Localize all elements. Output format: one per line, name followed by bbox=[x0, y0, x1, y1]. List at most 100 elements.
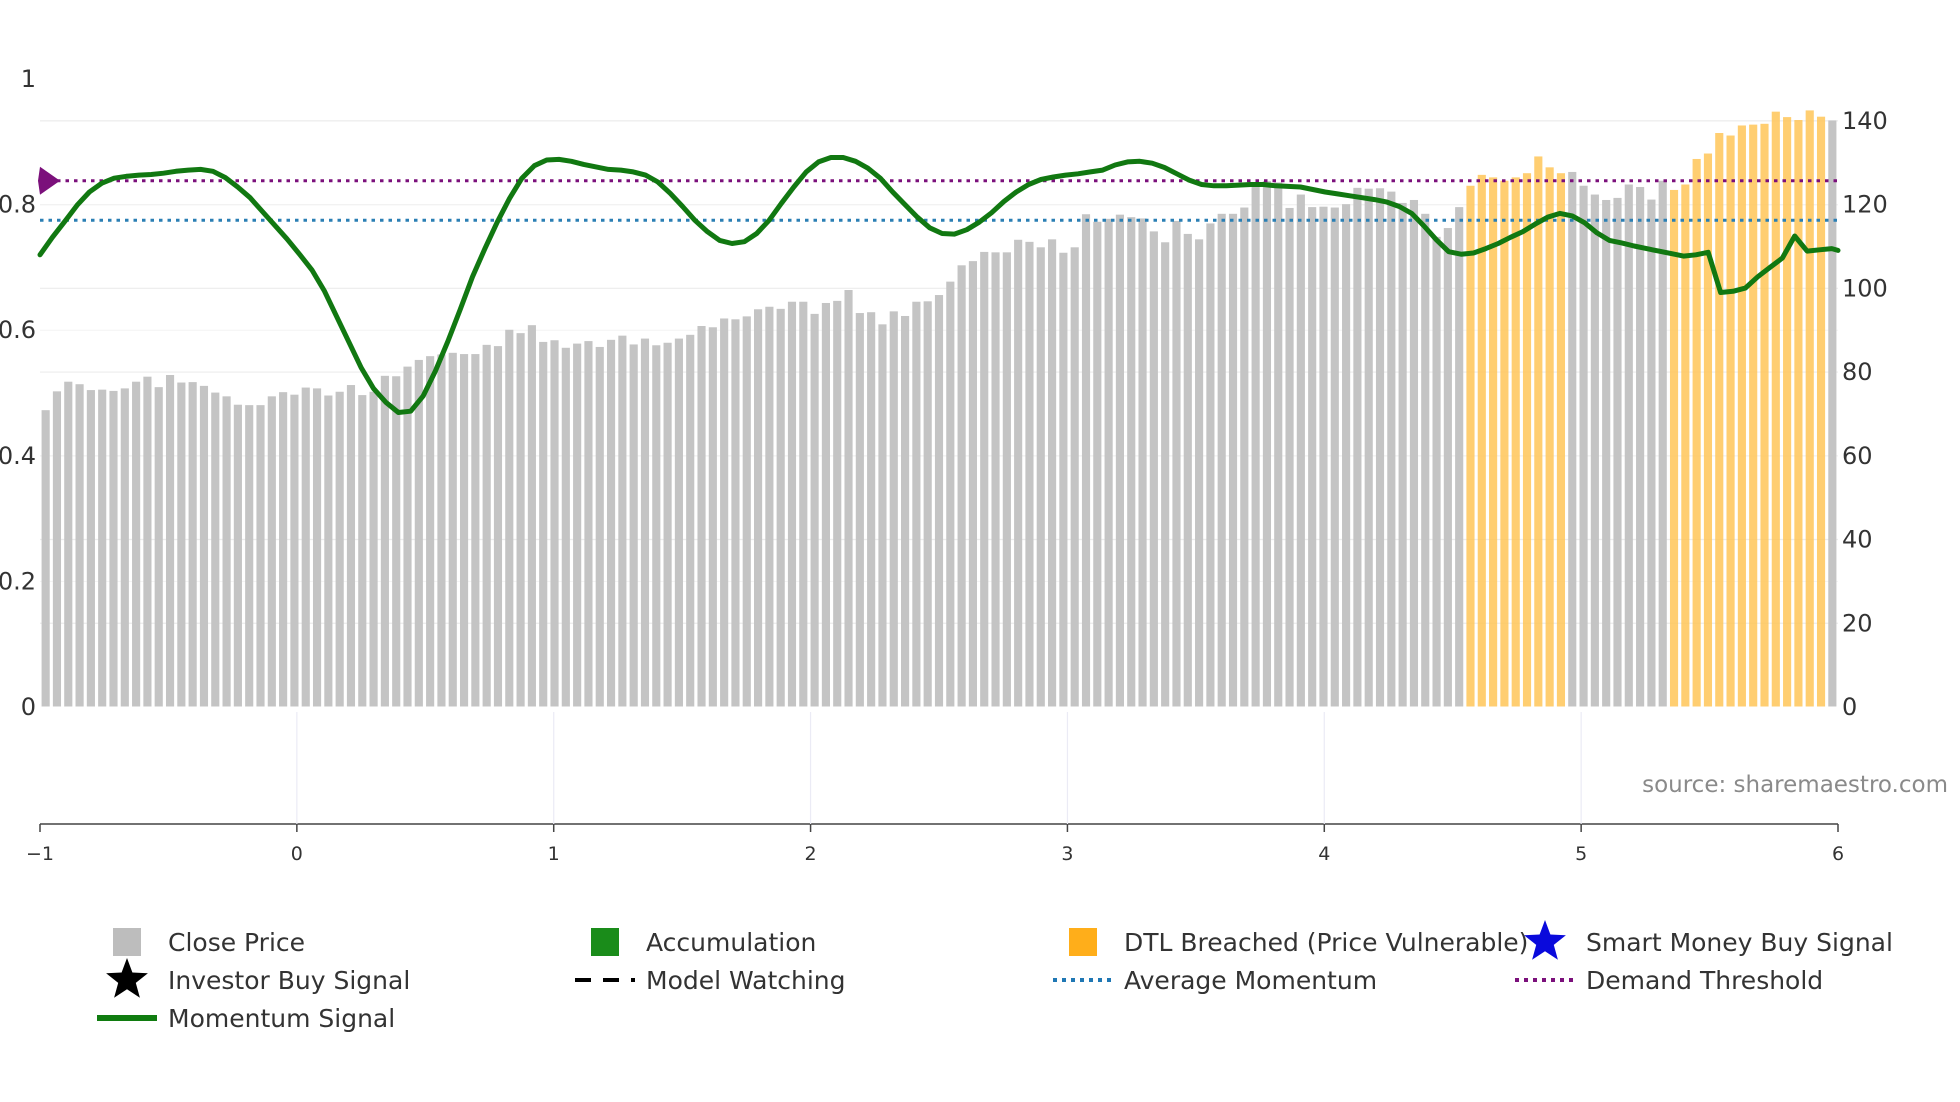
close-price-bar bbox=[98, 389, 107, 707]
close-price-bar bbox=[1127, 217, 1136, 707]
close-price-bar bbox=[1206, 223, 1215, 707]
close-price-bar bbox=[1432, 236, 1441, 707]
close-price-bar bbox=[132, 381, 141, 707]
legend-star-icon bbox=[106, 958, 148, 998]
close-price-bar bbox=[1455, 207, 1464, 708]
right-tick-label: 40 bbox=[1842, 526, 1873, 554]
dtl-breached-bar bbox=[1749, 124, 1758, 707]
close-price-bar bbox=[1296, 194, 1305, 708]
close-price-bar bbox=[640, 338, 650, 707]
left-tick-label: 0.2 bbox=[0, 567, 36, 595]
close-price-bar bbox=[1647, 199, 1656, 707]
close-price-bar bbox=[686, 334, 695, 707]
axes: 0 0.2 0.4 0.6 0.8 1 0 20 40 60 80 100 120 140 −1 0 1 2 3 4 5… bbox=[0, 65, 1888, 865]
legend-label: Investor Buy Signal bbox=[168, 966, 410, 995]
legend-label: Smart Money Buy Signal bbox=[1586, 928, 1893, 957]
legend-swatch bbox=[113, 928, 141, 956]
close-price-bar bbox=[1093, 221, 1102, 707]
dtl-breached-bar bbox=[1726, 135, 1735, 707]
momentum-signal-group bbox=[37, 155, 1841, 415]
legend-label: Accumulation bbox=[646, 928, 816, 957]
dtl-breached-bar bbox=[1669, 189, 1679, 707]
close-price-bar bbox=[493, 346, 503, 707]
close-price-bar bbox=[516, 333, 525, 707]
x-tick-label: −1 bbox=[26, 843, 54, 865]
x-tick-label: 3 bbox=[1061, 843, 1073, 865]
close-price-bar bbox=[75, 384, 84, 707]
close-price-bar bbox=[1115, 214, 1124, 707]
legend-label: DTL Breached (Price Vulnerable) bbox=[1124, 928, 1528, 957]
close-price-bar bbox=[392, 376, 401, 707]
close-price-bar bbox=[1443, 228, 1452, 708]
close-price-bar bbox=[1364, 188, 1373, 707]
close-price-bar bbox=[165, 375, 175, 707]
dtl-breached-bar bbox=[1534, 156, 1543, 707]
left-tick-label: 0 bbox=[21, 693, 36, 721]
dtl-breached-bar bbox=[1545, 167, 1554, 708]
close-price-bar bbox=[968, 261, 977, 707]
close-price-bar bbox=[1353, 187, 1362, 708]
close-price-bar bbox=[211, 392, 220, 707]
close-price-bar bbox=[629, 344, 638, 707]
close-price-bar bbox=[279, 392, 288, 707]
source-label: source: sharemaestro.com bbox=[1642, 772, 1948, 798]
close-price-bar bbox=[799, 301, 808, 707]
dtl-breached-bar bbox=[1489, 177, 1498, 707]
close-price-bar bbox=[765, 306, 774, 707]
close-price-bar bbox=[527, 325, 536, 707]
close-price-bar bbox=[177, 382, 186, 707]
close-price-bar bbox=[1195, 239, 1204, 707]
right-tick-label: 20 bbox=[1842, 609, 1873, 637]
close-price-bar bbox=[1138, 218, 1147, 708]
close-price-bar bbox=[1624, 184, 1633, 707]
close-price-bar bbox=[1014, 239, 1023, 707]
close-price-bar bbox=[301, 387, 310, 707]
close-price-bar bbox=[810, 313, 819, 707]
close-price-bar bbox=[188, 382, 197, 707]
close-price-bar bbox=[1828, 120, 1837, 707]
left-tick-label: 1 bbox=[21, 65, 36, 93]
close-price-bar bbox=[369, 391, 378, 707]
close-price-bar bbox=[901, 315, 910, 707]
close-price-bar bbox=[1636, 187, 1645, 707]
dtl-breached-bar bbox=[1760, 123, 1769, 708]
close-price-bar bbox=[867, 312, 876, 707]
close-price-bar bbox=[844, 290, 853, 707]
close-price-bar bbox=[1070, 247, 1079, 708]
x-tick-label: 4 bbox=[1318, 843, 1330, 865]
close-price-bar bbox=[199, 385, 209, 707]
dtl-breached-bar bbox=[1477, 174, 1486, 707]
close-price-bar bbox=[878, 324, 887, 707]
momentum-signal-line bbox=[37, 155, 1841, 415]
close-price-bar bbox=[776, 308, 785, 707]
close-price-bars bbox=[41, 110, 1837, 708]
close-price-bar bbox=[1228, 213, 1238, 707]
dtl-breached-bar bbox=[1556, 173, 1566, 707]
close-price-bar bbox=[1342, 204, 1351, 707]
legend: Close Price Accumulation DTL Breached (Pri… bbox=[97, 920, 1893, 1033]
close-price-bar bbox=[109, 390, 118, 707]
close-price-bar bbox=[426, 356, 435, 707]
close-price-bar bbox=[1602, 199, 1611, 708]
dtl-breached-bar bbox=[1692, 158, 1701, 708]
close-price-bar bbox=[1330, 207, 1339, 707]
close-price-bar bbox=[708, 327, 717, 707]
close-price-bar bbox=[1274, 182, 1283, 707]
close-price-bar bbox=[618, 335, 627, 707]
legend-label: Demand Threshold bbox=[1586, 966, 1823, 995]
x-tick-label: 5 bbox=[1575, 843, 1587, 865]
x-tick-label: 2 bbox=[805, 843, 817, 865]
demand-threshold-marker bbox=[38, 166, 60, 195]
close-price-bar bbox=[584, 341, 593, 707]
close-price-bar bbox=[980, 251, 989, 707]
dtl-breached-bar bbox=[1737, 125, 1746, 708]
close-price-bar bbox=[889, 311, 898, 707]
close-price-bar bbox=[154, 387, 163, 707]
left-tick-label: 0.8 bbox=[0, 191, 36, 219]
close-price-bar bbox=[1172, 220, 1181, 707]
close-price-bar bbox=[1387, 191, 1396, 707]
right-tick-label: 0 bbox=[1842, 693, 1857, 721]
dtl-breached-bar bbox=[1466, 185, 1475, 707]
dtl-breached-bar bbox=[1816, 116, 1826, 708]
